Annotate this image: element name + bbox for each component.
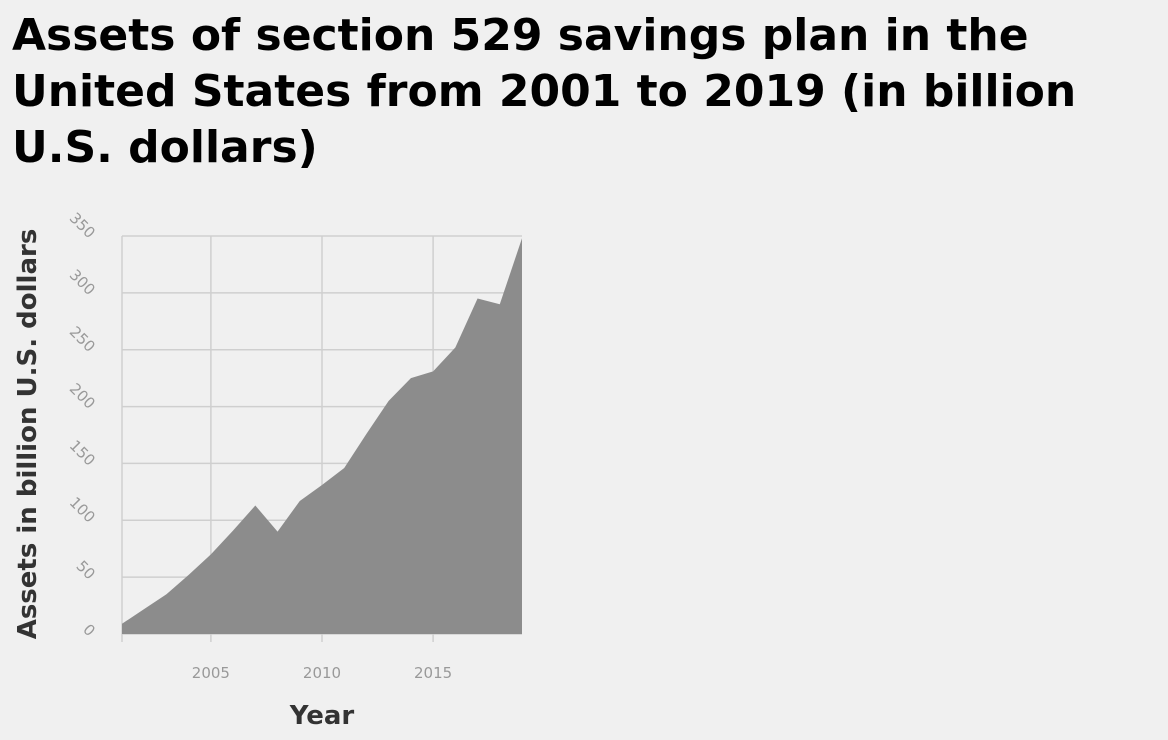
y-tick-label: 100: [66, 493, 99, 526]
y-tick-labels: 0 50 100 150 200 250 300 350: [66, 209, 99, 640]
y-tick-label: 150: [66, 436, 99, 469]
chart-title: Assets of section 529 savings plan in th…: [12, 10, 1077, 173]
y-tick-label: 200: [66, 380, 99, 413]
y-tick-label: 350: [66, 209, 99, 242]
y-tick-label: 300: [66, 266, 99, 299]
x-axis-title: Year: [289, 701, 355, 731]
series-area: [122, 238, 522, 634]
y-tick-label: 0: [79, 621, 98, 640]
y-tick-label: 50: [72, 557, 98, 583]
x-tick-label: 2015: [414, 664, 452, 682]
x-tick-label: 2005: [192, 664, 230, 682]
x-tick-label: 2010: [303, 664, 341, 682]
y-tick-label: 250: [66, 323, 99, 356]
x-tick-labels: 2005 2010 2015: [192, 664, 452, 682]
y-axis-title: Assets in billion U.S. dollars: [13, 229, 43, 640]
